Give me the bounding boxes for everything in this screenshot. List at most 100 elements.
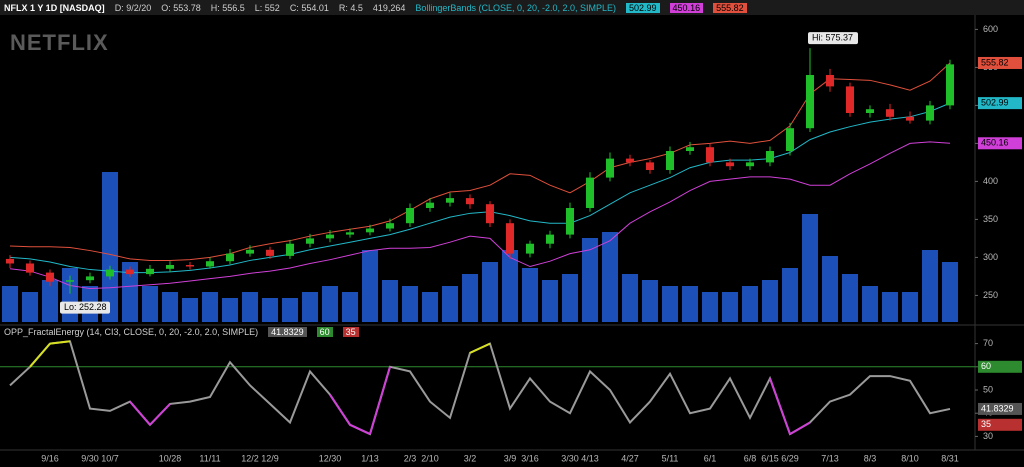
x-tick-label: 7/13 (821, 453, 839, 463)
volume-bar (162, 292, 178, 322)
volume-bar (742, 286, 758, 322)
y-tick-label: 600 (983, 24, 998, 34)
candle-body (186, 265, 194, 267)
volume-bar (922, 250, 938, 322)
y-tick-label: 300 (983, 252, 998, 262)
volume-bar (822, 256, 838, 322)
volume-bar (542, 280, 558, 322)
x-tick-label: 10/7 (101, 453, 119, 463)
candle-body (906, 116, 914, 121)
candle-body (146, 268, 154, 275)
volume-bar (442, 286, 458, 322)
field: L: 552 (254, 2, 280, 13)
volume-bar (902, 292, 918, 322)
value-tag-label: 60 (981, 361, 991, 371)
volume-bar (882, 292, 898, 322)
x-tick-label: 12/30 (319, 453, 342, 463)
oscillator-highlight (349, 423, 371, 435)
volume-bar (762, 280, 778, 322)
volume-bar (242, 292, 258, 322)
candle-body (226, 253, 234, 262)
volume-bar (322, 286, 338, 322)
annotation-box (60, 301, 110, 314)
candle-body (306, 238, 314, 244)
candle-body (406, 208, 414, 224)
candle-body (486, 204, 494, 224)
volume-bar (382, 280, 398, 322)
band-line (9, 141, 951, 290)
value-tag (978, 418, 1022, 431)
candle-body (266, 249, 274, 256)
candle-body (546, 234, 554, 244)
volume-bar (722, 292, 738, 322)
x-tick-label: 12/2 (241, 453, 259, 463)
annotation-box (808, 32, 858, 45)
x-tick-label: 5/11 (662, 453, 679, 463)
y-tick-label: 350 (983, 214, 998, 224)
oscillator-line (9, 340, 951, 436)
candle-body (26, 263, 34, 273)
candle-body (846, 86, 854, 113)
watermark: NETFLIX (10, 30, 109, 55)
volume-bar (462, 274, 478, 322)
level-value: 60 (316, 327, 333, 337)
volume-bar (182, 298, 198, 322)
study-title: BollingerBands (CLOSE, 0, 20, -2.0, 2.0,… (415, 2, 617, 13)
candle-body (746, 162, 754, 167)
volume-bar (682, 286, 698, 322)
volume-bar (702, 292, 718, 322)
volume-bar (2, 286, 18, 322)
x-tick-label: 9/16 (41, 453, 59, 463)
annotation: Lo: 252.28 (64, 302, 107, 312)
oscillator-highlight (49, 340, 71, 345)
oscillator-highlight (469, 342, 491, 354)
volume-bar (422, 292, 438, 322)
candle-body (786, 128, 794, 151)
band-value: 555.82 (713, 2, 747, 13)
x-tick-label: 6/15 (761, 453, 779, 463)
x-tick-label: 6/8 (744, 453, 757, 463)
candle-body (506, 223, 514, 254)
candle-body (366, 228, 374, 233)
volume-bar (342, 292, 358, 322)
volume-bar (522, 268, 538, 322)
study-header: OPP_FractalEnergy (14, CI3, CLOSE, 0, 20… (4, 326, 359, 338)
oscillator-highlight (369, 366, 391, 435)
value-tag-label: 41.8329 (981, 403, 1014, 413)
annotation: Hi: 575.37 (812, 32, 853, 42)
field: O: 553.78 (161, 2, 201, 13)
x-tick-label: 8/31 (941, 453, 959, 463)
candle-body (86, 276, 94, 281)
candle-body (6, 258, 14, 264)
study-value: 41.8329 (268, 327, 307, 337)
field: H: 556.5 (210, 2, 245, 13)
candle-body (586, 177, 594, 208)
x-tick-label: 12/9 (261, 453, 279, 463)
volume-bar (662, 286, 678, 322)
x-tick-label: 4/27 (621, 453, 639, 463)
y-tick-label: 50 (983, 384, 993, 394)
header-bg (0, 0, 1024, 15)
candle-body (166, 265, 174, 269)
candle-body (286, 243, 294, 256)
candle-body (386, 223, 394, 229)
volume-bar (602, 232, 618, 322)
symbol: NFLX 1 Y 1D [NASDAQ] (4, 2, 105, 13)
candle-body (526, 243, 534, 254)
study-title: OPP_FractalEnergy (14, CI3, CLOSE, 0, 20… (4, 327, 259, 337)
volume-bar (502, 250, 518, 322)
candle-body (206, 261, 214, 267)
value-tag-label: 35 (981, 419, 991, 429)
candle-body (826, 75, 834, 87)
band-value: 450.16 (669, 2, 704, 13)
y-tick-label: 250 (983, 290, 998, 300)
candle-body (606, 158, 614, 178)
volume-bar (942, 262, 958, 322)
oscillator-highlight (789, 421, 811, 435)
y-tick-label: 400 (983, 176, 998, 186)
volume-bar (802, 214, 818, 322)
x-tick-label: 3/9 (504, 453, 517, 463)
volume-bar (862, 286, 878, 322)
volume-bar (42, 280, 58, 322)
